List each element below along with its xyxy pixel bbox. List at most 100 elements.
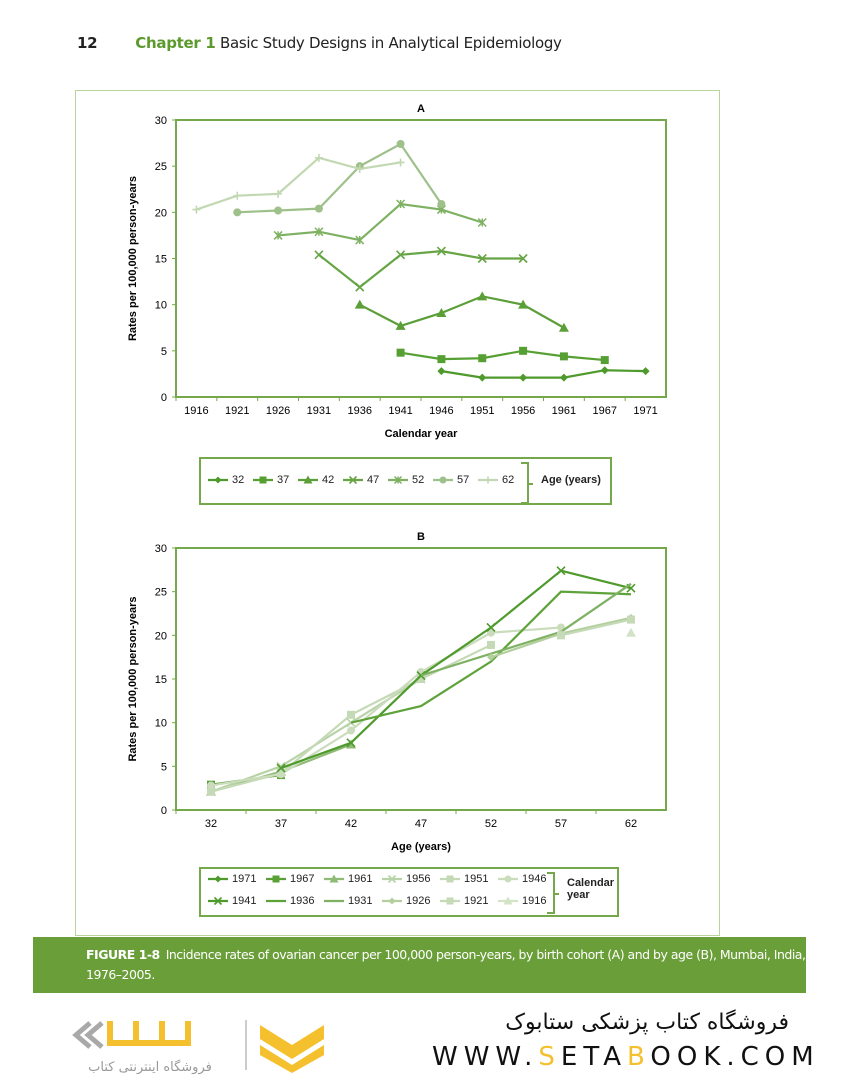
x-tick-label: 1921 [225,405,249,417]
caption-text: Incidence rates of ovarian cancer per 10… [86,947,806,982]
legend-item-1956: 1956 [381,873,430,885]
marker-diamond [388,897,396,905]
legend-swatch-icon [440,897,460,905]
legend-a: 32 37 42 47 52 57 62 Age (years) [199,457,612,505]
store-url[interactable]: WWW.SETABOOK.COM [432,1042,820,1072]
marker-plus [396,158,405,167]
x-tick-label: 1926 [266,405,290,417]
marker-diamond [559,373,568,382]
series-47 [314,246,528,292]
legend-brace [547,872,559,914]
legend-swatch-icon [266,875,286,883]
marker-square [559,352,568,361]
x-tick-label: 1946 [429,405,453,417]
legend-swatch-icon [324,874,344,883]
store-name: فروشگاه کتاب پزشکی ستابوک [505,1010,789,1035]
marker-diamond [214,476,222,484]
legend-item-1951: 1951 [439,873,488,885]
marker-triangle [354,299,365,309]
legend-item-1971: 1971 [207,873,256,885]
legend-swatch-icon [298,475,318,484]
chart-title: A [417,103,425,115]
url-part: B [627,1042,651,1072]
marker-square [272,875,280,883]
marker-circle [314,204,323,213]
legend-label: 1956 [406,873,431,885]
legend-label: 1916 [522,895,547,907]
legend-swatch-icon [433,476,453,484]
marker-square [446,875,454,883]
url-part: WWW. [432,1042,539,1072]
legend-label: 1961 [348,873,373,885]
series-62 [192,153,405,214]
legend-label: 1931 [348,895,373,907]
legend-item-1967: 1967 [265,873,314,885]
series-37 [396,346,609,365]
y-tick-label: 20 [155,207,167,219]
page-number: 12 [77,34,98,52]
marker-square [446,897,454,905]
marker-plus [314,153,323,162]
marker-plus [233,191,242,200]
url-part: OOK.COM [650,1042,820,1072]
marker-star [273,230,283,240]
marker-diamond [437,367,446,376]
chapter-title: Basic Study Designs in Analytical Epidem… [220,34,562,52]
marker-plus [192,205,201,214]
legend-brace [521,462,533,504]
legend-label: 1941 [232,895,257,907]
legend-swatch-icon [388,475,408,485]
y-tick-label: 0 [161,392,167,404]
series-52 [273,199,487,245]
marker-square [478,354,487,363]
legend-item-1936: 1936 [265,895,314,907]
legend-label: 42 [322,474,335,486]
x-tick-label: 1956 [511,405,535,417]
marker-plus [484,476,492,484]
y-tick-label: 5 [161,346,167,358]
legend-item-62: 62 [477,474,514,486]
x-tick-label: 1936 [348,405,372,417]
caption-label: FIGURE 1-8 [86,947,160,962]
legend-item-1931: 1931 [323,895,372,907]
marker-x [213,896,223,906]
legend-swatch-icon [208,896,228,906]
legend-item-32: 32 [207,474,244,486]
chapter-label: Chapter 1 [135,34,216,52]
marker-square [519,346,528,355]
legend-swatch-icon [498,896,518,905]
marker-triangle [558,322,569,332]
marker-star [314,227,324,237]
series-line [359,295,565,329]
marker-x [477,253,487,264]
marker-circle [504,875,512,883]
series-line [400,349,605,362]
y-axis-label: Rates per 100,000 person-years [127,176,139,341]
marker-plus [274,189,283,198]
legend-swatch-icon [440,875,460,883]
marker-circle [437,200,446,209]
x-tick-label: 1967 [593,405,617,417]
legend-label: 1946 [522,873,547,885]
x-tick-label: 1941 [388,405,412,417]
legend-swatch-icon [266,899,286,903]
legend-item-1916: 1916 [497,895,546,907]
y-tick-label: 25 [155,161,167,173]
marker-triangle [395,320,406,330]
marker-square [437,355,446,364]
legend-swatch-icon [208,476,228,484]
x-tick-label: 1961 [552,405,576,417]
marker-diamond [519,373,528,382]
legend-item-37: 37 [252,474,289,486]
legend-swatch-icon [382,897,402,905]
marker-circle [233,208,242,217]
marker-square [396,348,405,357]
running-header: 12 Chapter 1 Basic Study Designs in Analy… [77,34,562,52]
marker-circle [396,140,405,149]
marker-x [518,253,528,264]
legend-item-1946: 1946 [497,873,546,885]
url-part: ETA [560,1042,627,1072]
marker-diamond [478,373,487,382]
marker-x [355,282,365,292]
